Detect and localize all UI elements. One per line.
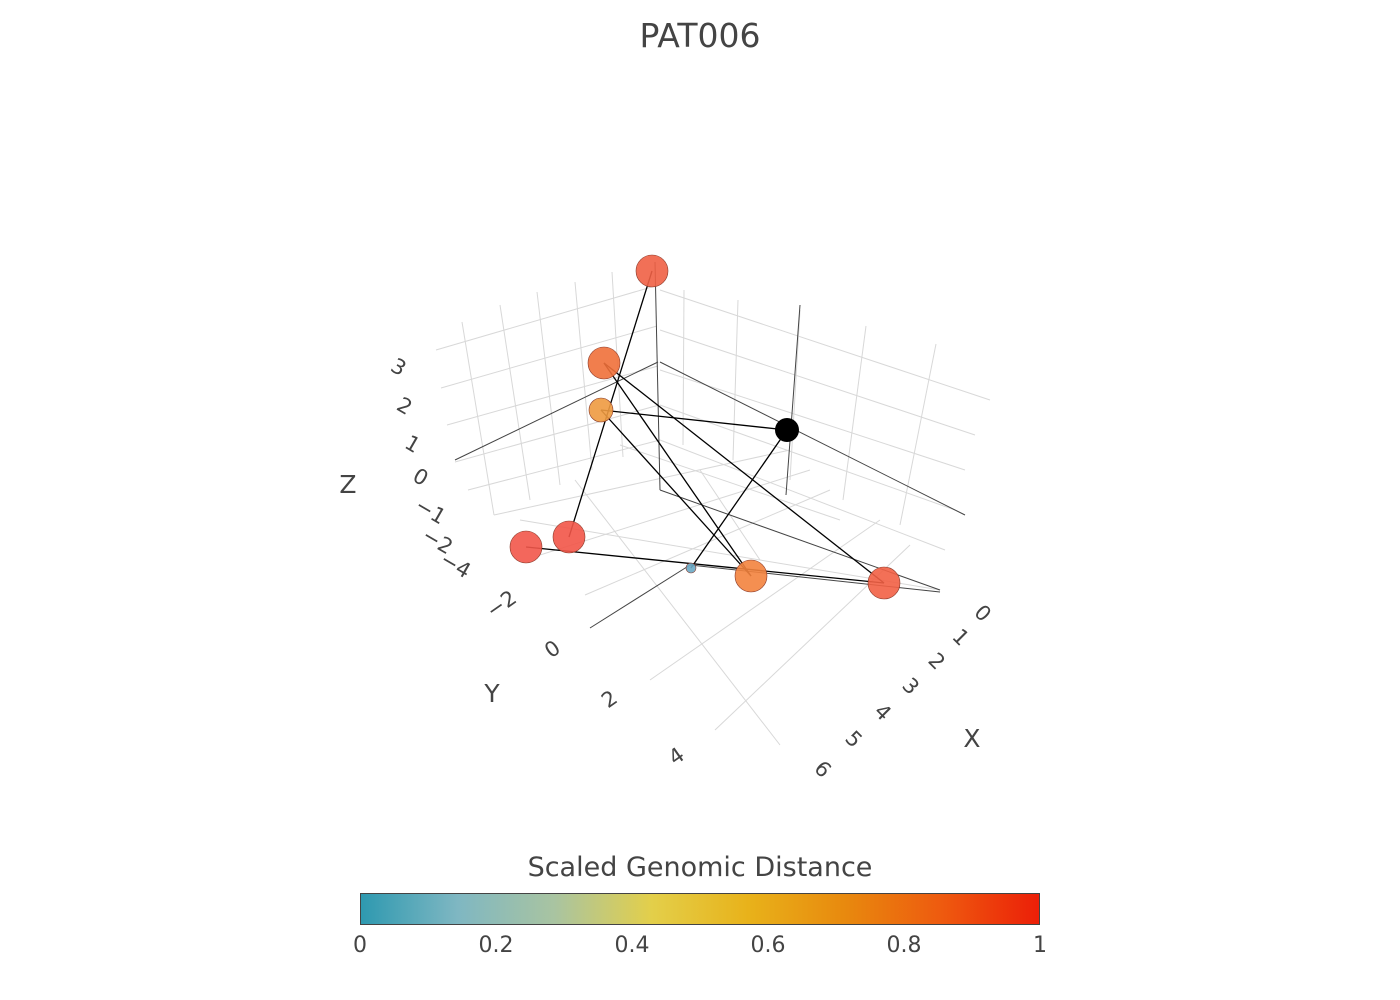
grid-line xyxy=(899,343,937,526)
x-tick-label: 1 xyxy=(947,624,973,650)
z-tick-label: 2 xyxy=(393,392,417,419)
connection-line xyxy=(600,409,752,577)
y-tick-label: 0 xyxy=(540,636,565,663)
grid-line xyxy=(682,289,685,446)
colorbar xyxy=(360,893,1040,925)
x-tick-label: 3 xyxy=(897,673,923,699)
connection-line xyxy=(603,362,752,577)
data-point-ref[interactable] xyxy=(775,418,799,442)
data-point-p3[interactable] xyxy=(588,397,614,423)
colorbar-title: Scaled Genomic Distance xyxy=(527,852,873,883)
data-point-p6[interactable] xyxy=(685,562,697,574)
x-tick-label: 5 xyxy=(840,726,866,752)
grid-line xyxy=(732,299,739,461)
grid-line xyxy=(619,444,841,521)
grid-line xyxy=(659,404,956,511)
connection-line xyxy=(603,362,885,584)
grid-line xyxy=(499,304,531,501)
chart-title: PAT006 xyxy=(639,16,761,55)
data-point-p1[interactable] xyxy=(635,254,669,288)
grid-line xyxy=(539,469,811,556)
z-tick-label: 1 xyxy=(401,430,425,457)
grid-line xyxy=(536,291,561,486)
axis-line xyxy=(454,361,659,461)
z-axis-label: Z xyxy=(339,470,356,499)
y-tick-label: 2 xyxy=(597,686,622,713)
x-tick-label: 6 xyxy=(809,756,835,782)
x-tick-label: 2 xyxy=(923,648,949,674)
data-point-p4[interactable] xyxy=(509,530,543,564)
grid-line xyxy=(435,285,656,351)
grid-line xyxy=(574,479,781,746)
grid-line xyxy=(493,449,791,516)
y-tick-label: 4 xyxy=(664,743,689,770)
y-tick-label: −2 xyxy=(482,585,521,622)
grid-line xyxy=(467,439,661,491)
grid-line xyxy=(584,489,831,596)
axis-line xyxy=(654,261,661,491)
y-axis-label: Y xyxy=(483,679,500,708)
axis-line xyxy=(785,304,801,496)
data-point-p2[interactable] xyxy=(587,346,621,380)
connection-line xyxy=(600,409,788,431)
z-tick-label: 0 xyxy=(409,463,433,490)
z-tick-label: 3 xyxy=(387,353,411,380)
x-tick-label: 4 xyxy=(869,699,895,725)
axis-line xyxy=(659,361,966,516)
connection-line xyxy=(690,429,788,569)
connection-line xyxy=(525,546,885,584)
grid-line xyxy=(461,321,495,516)
axis-line xyxy=(589,564,691,629)
grid-line xyxy=(574,281,593,471)
x-axis-label: X xyxy=(963,724,980,753)
data-point-p7[interactable] xyxy=(734,559,768,593)
grid-line xyxy=(659,329,976,436)
grid-line xyxy=(659,369,966,471)
grid-line xyxy=(659,439,946,551)
grid-line xyxy=(440,325,658,389)
connection-lines xyxy=(525,270,885,584)
grid-line xyxy=(659,289,991,401)
data-points xyxy=(509,254,901,600)
x-tick-label: 0 xyxy=(969,600,995,626)
data-point-p5[interactable] xyxy=(552,520,586,554)
grid-line xyxy=(649,519,881,681)
data-point-p8[interactable] xyxy=(867,566,901,600)
grid-line xyxy=(454,404,660,463)
grid-line xyxy=(446,365,659,426)
